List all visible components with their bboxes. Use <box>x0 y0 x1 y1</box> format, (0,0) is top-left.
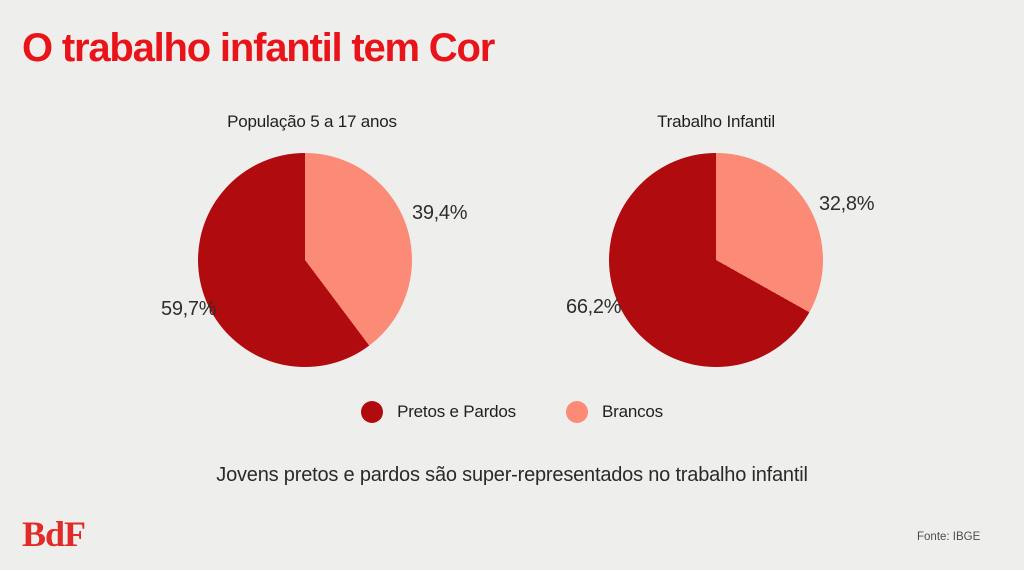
legend-label-pretos-pardos: Pretos e Pardos <box>397 402 516 421</box>
slice-label-trabalho-pretos-pardos: 66,2% <box>566 296 622 318</box>
legend-label-brancos: Brancos <box>601 402 663 421</box>
slice-label-populacao-pretos-pardos: 59,7% <box>161 298 217 320</box>
pie-chart-title-trabalho: Trabalho Infantil <box>657 112 775 131</box>
legend-swatch-brancos-icon <box>565 401 588 423</box>
page-title: O trabalho infantil tem Cor <box>22 26 495 70</box>
legend: Pretos e Pardos Brancos <box>0 401 1024 423</box>
pie-chart-trabalho <box>609 153 823 367</box>
legend-item-pretos-pardos: Pretos e Pardos <box>361 401 516 423</box>
legend-swatch-pretos-pardos-icon <box>361 401 384 423</box>
pie-chart-populacao <box>198 153 412 367</box>
source-credit: Fonte: IBGE <box>917 531 981 543</box>
slice-label-populacao-brancos: 39,4% <box>412 202 468 224</box>
slice-label-trabalho-brancos: 32,8% <box>819 193 875 215</box>
bdf-logo: BdF <box>22 514 86 554</box>
pie-chart-title-populacao: População 5 a 17 anos <box>227 112 397 131</box>
chart-subtitle: Jovens pretos e pardos são super-represe… <box>216 464 808 486</box>
legend-item-brancos: Brancos <box>565 401 663 423</box>
